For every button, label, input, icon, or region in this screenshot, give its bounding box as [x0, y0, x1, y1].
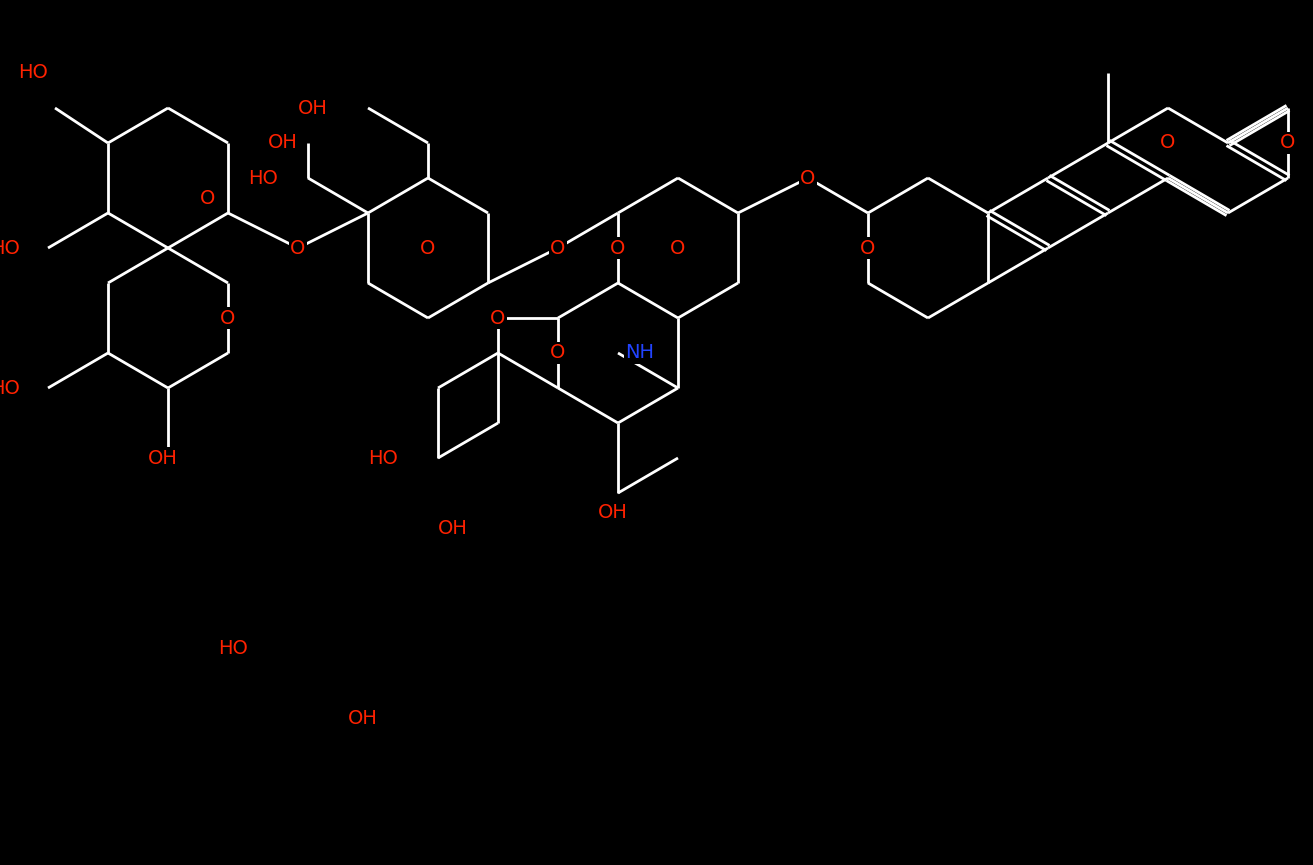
Text: O: O [801, 169, 815, 188]
Text: O: O [490, 309, 506, 328]
Text: O: O [550, 343, 566, 362]
Text: O: O [671, 239, 685, 258]
Text: OH: OH [268, 133, 298, 152]
Text: HO: HO [218, 638, 248, 657]
Text: O: O [1161, 133, 1175, 152]
Text: OH: OH [148, 448, 177, 467]
Text: OH: OH [439, 518, 467, 537]
Text: HO: HO [248, 169, 278, 188]
Text: HO: HO [0, 239, 20, 258]
Text: O: O [611, 239, 626, 258]
Text: OH: OH [348, 708, 378, 727]
Text: O: O [290, 239, 306, 258]
Text: HO: HO [0, 379, 20, 398]
Text: O: O [420, 239, 436, 258]
Text: O: O [1280, 133, 1296, 152]
Text: OH: OH [597, 503, 628, 522]
Text: NH: NH [625, 343, 654, 362]
Text: O: O [550, 239, 566, 258]
Text: O: O [201, 189, 215, 208]
Text: O: O [860, 239, 876, 258]
Text: O: O [221, 309, 236, 328]
Text: OH: OH [298, 99, 328, 118]
Text: HO: HO [368, 448, 398, 467]
Text: HO: HO [18, 63, 49, 82]
